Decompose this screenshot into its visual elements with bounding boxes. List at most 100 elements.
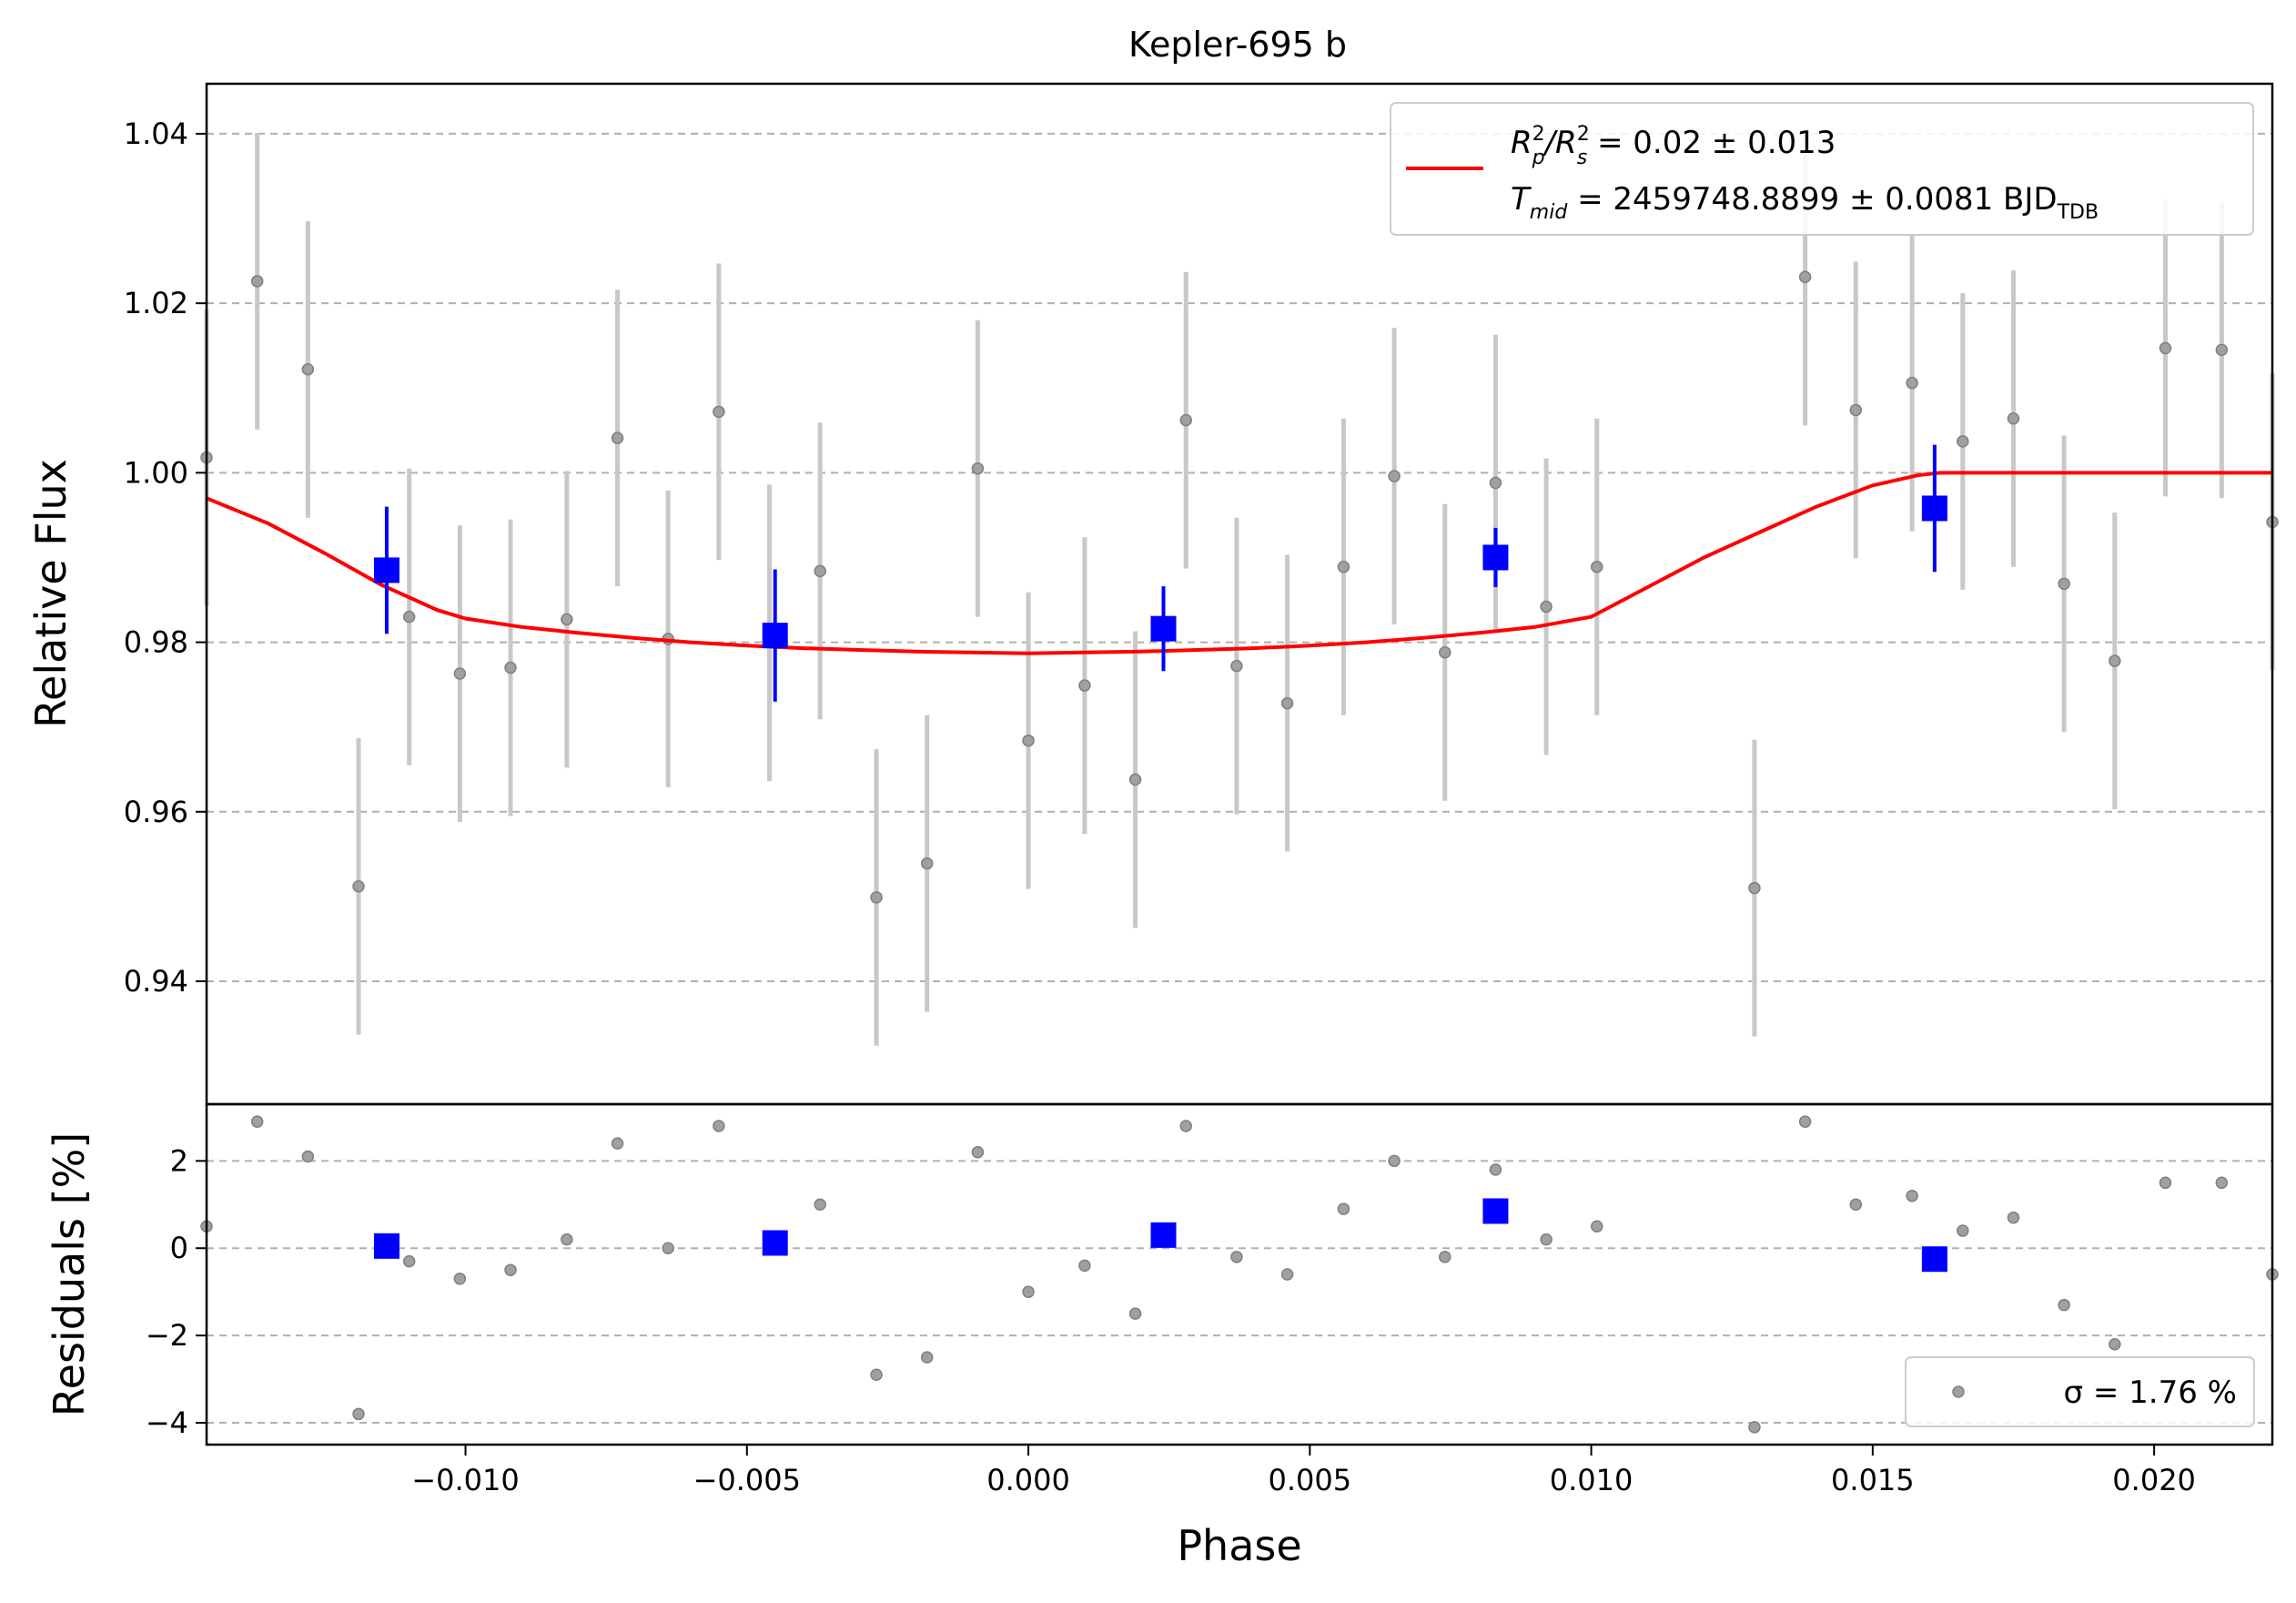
legend-depth-mid: /R [1542, 125, 1577, 161]
main-data-point [814, 564, 826, 578]
main-y-tick-label: 1.00 [124, 455, 188, 490]
main-data-point [1128, 773, 1142, 786]
residual-point [1078, 1259, 1091, 1273]
main-data-point [1906, 376, 1918, 390]
residual-binned-point [1150, 1222, 1177, 1248]
main-data-point [1022, 734, 1035, 747]
main-data-point [2215, 343, 2229, 357]
residuals-y-tick-label: −2 [146, 1318, 188, 1353]
residual-binned-point [373, 1233, 400, 1259]
residuals-plot-panel: −4 −2 0 2 −0.010 −0.005 0.000 0.005 0.010 0.015 0… [45, 1102, 2279, 1570]
residual-point [1022, 1285, 1035, 1298]
x-tick-label: −0.010 [411, 1463, 519, 1497]
residual-point [1388, 1154, 1401, 1168]
residual-point [662, 1242, 674, 1254]
binned-point [1921, 495, 1947, 522]
residual-point [2215, 1176, 2229, 1190]
binned-point [762, 623, 788, 649]
legend-depth-sup2: 2 [1577, 123, 1590, 146]
x-tick-label: 0.020 [2112, 1463, 2196, 1497]
main-data-point [1798, 270, 1812, 284]
residuals-axes-frame [205, 1102, 2274, 1446]
main-data-point [352, 879, 365, 893]
residuals-legend: σ = 1.76 % [1905, 1356, 2255, 1427]
main-data-point [1280, 696, 1294, 710]
main-data-point [250, 275, 264, 288]
main-data-point [1439, 645, 1451, 659]
main-data-point [504, 661, 517, 675]
main-data-point [920, 857, 934, 870]
residual-binned-point [762, 1230, 788, 1256]
residual-point [1957, 1224, 1969, 1237]
main-y-axis-title: Relative Flux [26, 459, 76, 728]
legend-depth-sup1: 2 [1532, 123, 1545, 146]
main-binned-points [373, 444, 1947, 702]
residuals-y-axis-title: Residuals [%] [45, 1132, 94, 1416]
x-tick-label: −0.005 [693, 1463, 801, 1497]
main-data-point [301, 363, 315, 376]
main-data-point [1957, 435, 1969, 448]
residuals-binned-points [373, 1198, 1947, 1273]
main-data-point [1489, 476, 1502, 490]
chart-title: Kepler-695 b [1128, 25, 1347, 65]
residual-point [971, 1145, 985, 1159]
main-data-point [1230, 659, 1243, 673]
residuals-x-ticks: −0.010 −0.005 0.000 0.005 0.010 0.015 0.020 [411, 1445, 2196, 1497]
residual-point [1540, 1233, 1553, 1246]
residual-point [1489, 1163, 1502, 1176]
residual-point [1439, 1251, 1451, 1263]
main-data-point [1337, 560, 1350, 573]
main-data-point [1388, 470, 1401, 482]
residual-point [870, 1368, 883, 1382]
residual-point [814, 1198, 826, 1212]
residuals-y-tick-label: 2 [170, 1143, 188, 1178]
binned-point [1150, 615, 1177, 642]
main-data-point [713, 405, 725, 419]
main-data-point [2007, 412, 2020, 425]
residual-point [250, 1115, 264, 1128]
residual-point [2159, 1176, 2172, 1190]
x-tick-label: 0.010 [1550, 1463, 1633, 1497]
legend-tmid-t: T [1511, 181, 1532, 218]
legend-depth-sub2: s [1577, 147, 1587, 169]
residuals-y-tick-label: −4 [146, 1405, 188, 1440]
residual-point [1849, 1198, 1863, 1212]
main-y-tick-label: 1.04 [124, 117, 188, 151]
main-data-point [870, 891, 883, 904]
residual-point [920, 1351, 934, 1364]
legend-depth-label: R2 p/R2 s = 0.02 ± 0.013 [1511, 123, 1836, 169]
residual-point [301, 1150, 315, 1163]
legend-depth-sub1: p [1532, 147, 1545, 169]
main-data-point [1849, 403, 1863, 417]
residuals-sigma-label: σ = 1.76 % [2064, 1375, 2237, 1411]
binned-point [1482, 544, 1509, 571]
main-data-point [971, 462, 985, 475]
main-data-point [1179, 413, 1192, 427]
legend-tmid-sub: mid [1530, 201, 1569, 224]
residual-point [1906, 1189, 1918, 1202]
x-tick-label: 0.000 [986, 1463, 1070, 1497]
main-legend: R2 p/R2 s = 0.02 ± 0.013 Tmid = 2459748.88… [1390, 102, 2254, 236]
residual-point [611, 1137, 624, 1150]
residual-point [1179, 1120, 1192, 1132]
residual-point [2109, 1337, 2121, 1351]
residuals-y-tick-label: 0 [170, 1231, 188, 1265]
main-data-point [2109, 654, 2121, 667]
legend-depth-r: R [1511, 125, 1532, 161]
residuals-legend-box [1905, 1356, 2255, 1427]
residual-point [1337, 1202, 1350, 1215]
residual-point [1748, 1421, 1761, 1434]
residual-point [504, 1263, 517, 1276]
main-data-point [402, 610, 416, 624]
main-data-point [1078, 679, 1091, 692]
residual-point [352, 1407, 365, 1421]
residual-point [561, 1233, 573, 1246]
main-y-tick-label: 0.94 [124, 964, 188, 999]
main-data-point [611, 431, 624, 444]
legend-depth-value: = 0.02 ± 0.013 [1587, 125, 1836, 161]
main-data-point [2058, 577, 2070, 591]
main-plot-panel: 0.940.960.981.001.021.04 R2 p/R2 s = 0.02 … [26, 82, 2279, 1106]
main-data-point [1591, 560, 1603, 573]
residual-point [2058, 1298, 2070, 1312]
